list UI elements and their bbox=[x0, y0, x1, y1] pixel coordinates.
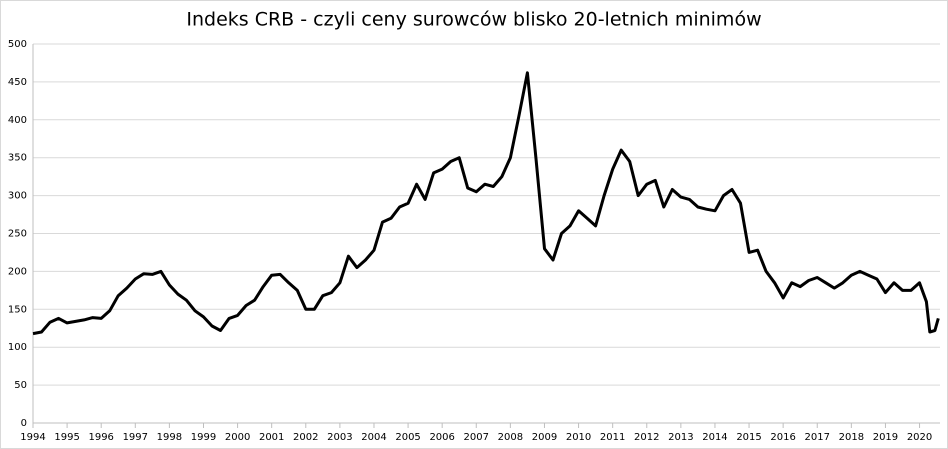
x-tick-label: 2007 bbox=[464, 432, 489, 443]
y-tick-label: 150 bbox=[8, 304, 27, 315]
y-tick-label: 300 bbox=[8, 191, 27, 202]
x-tick-label: 2016 bbox=[770, 432, 795, 443]
y-tick-label: 500 bbox=[8, 39, 27, 50]
y-tick-label: 450 bbox=[8, 77, 27, 88]
x-tick-label: 2002 bbox=[293, 432, 318, 443]
x-tick-label: 2008 bbox=[498, 432, 523, 443]
x-tick-label: 1994 bbox=[20, 432, 45, 443]
x-tick-label: 2005 bbox=[395, 432, 420, 443]
x-tick-label: 2018 bbox=[839, 432, 864, 443]
x-tick-label: 2001 bbox=[259, 432, 284, 443]
y-tick-label: 400 bbox=[8, 115, 27, 126]
x-tick-label: 2019 bbox=[873, 432, 898, 443]
x-tick-label: 2017 bbox=[805, 432, 830, 443]
x-tick-label: 2006 bbox=[429, 432, 454, 443]
x-tick-label: 1998 bbox=[157, 432, 182, 443]
x-tick-label: 2004 bbox=[361, 432, 386, 443]
x-tick-label: 2011 bbox=[600, 432, 625, 443]
y-tick-label: 50 bbox=[14, 380, 27, 391]
x-tick-label: 2014 bbox=[702, 432, 727, 443]
y-tick-label: 100 bbox=[8, 342, 27, 353]
x-tick-label: 1997 bbox=[123, 432, 148, 443]
y-tick-label: 250 bbox=[8, 229, 27, 240]
x-tick-label: 2003 bbox=[327, 432, 352, 443]
x-tick-label: 2013 bbox=[668, 432, 693, 443]
x-tick-label: 1999 bbox=[191, 432, 216, 443]
y-tick-label: 200 bbox=[8, 266, 27, 277]
x-tick-label: 2015 bbox=[736, 432, 761, 443]
x-tick-label: 2010 bbox=[566, 432, 591, 443]
line bbox=[32, 71, 940, 336]
x-tick-label: 2000 bbox=[225, 432, 250, 443]
chart-title: Indeks CRB - czyli ceny surowców blisko … bbox=[186, 9, 761, 31]
x-tick-label: 2009 bbox=[532, 432, 557, 443]
y-tick-label: 0 bbox=[21, 418, 27, 429]
x-tick-label: 1996 bbox=[88, 432, 113, 443]
x-tick-label: 2012 bbox=[634, 432, 659, 443]
x-tick-label: 2020 bbox=[907, 432, 932, 443]
y-tick-label: 350 bbox=[8, 153, 27, 164]
x-tick-label: 1995 bbox=[54, 432, 79, 443]
